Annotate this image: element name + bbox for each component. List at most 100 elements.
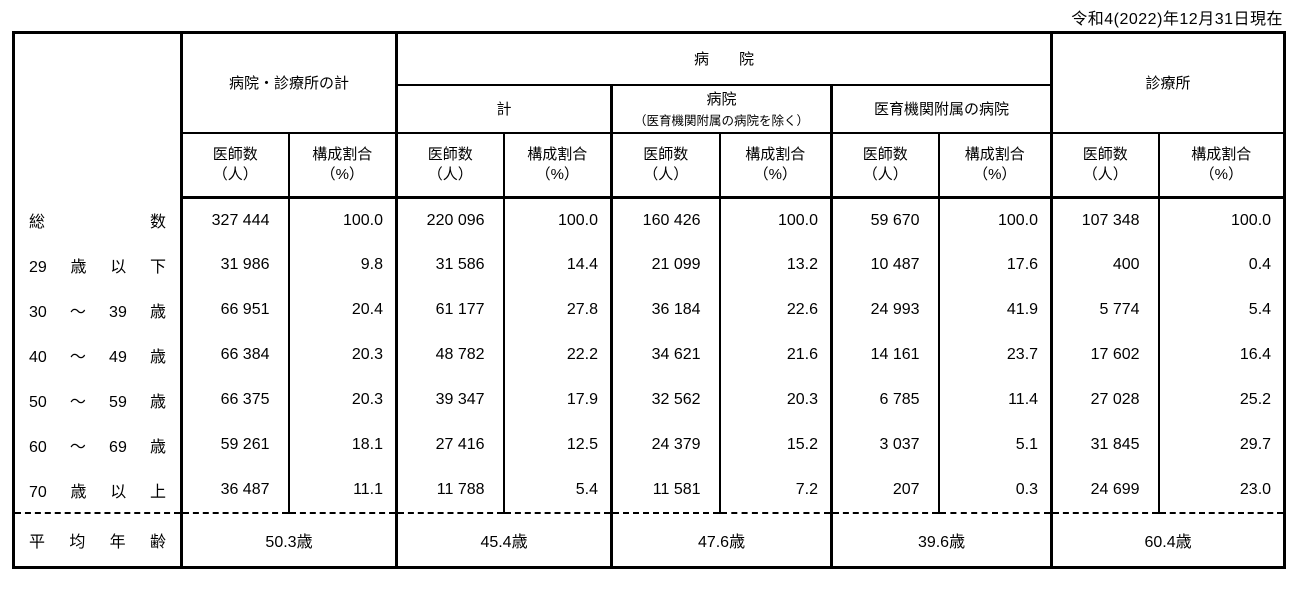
measure-header-count-line1: 医師数 <box>643 145 689 163</box>
table-row: 30～39歳 66 951 20.4 61 177 27.8 36 184 22… <box>14 287 1285 333</box>
count-cell: 27 028 <box>1050 377 1159 423</box>
count-cell: 11 788 <box>395 467 504 513</box>
measure-header-count: 医師数 （人） <box>830 132 939 199</box>
avg-row-label: 平均年齢 <box>13 511 182 568</box>
table-row: 40～49歳 66 384 20.3 48 782 22.2 34 621 21… <box>14 332 1285 378</box>
count-cell: 59 670 <box>830 197 939 243</box>
count-cell: 3 037 <box>830 422 939 468</box>
count-cell: 107 348 <box>1050 197 1159 243</box>
count-cell: 21 099 <box>610 242 720 288</box>
count-cell: 66 375 <box>180 377 289 423</box>
measure-header-count-line1: 医師数 <box>427 145 473 163</box>
measure-header-count: 医師数 （人） <box>180 132 289 199</box>
count-cell: 36 184 <box>610 287 720 333</box>
count-cell: 24 379 <box>610 422 720 468</box>
count-cell: 220 096 <box>395 197 504 243</box>
measure-header-share-line2: （%） <box>535 165 579 183</box>
share-cell: 100.0 <box>937 197 1052 243</box>
measure-header-count: 医師数 （人） <box>1050 132 1159 199</box>
share-cell: 7.2 <box>718 467 832 513</box>
count-cell: 31 586 <box>395 242 504 288</box>
measure-header-share-line1: 構成割合 <box>527 145 588 163</box>
share-cell: 20.3 <box>287 377 397 423</box>
share-cell: 17.9 <box>502 377 612 423</box>
measure-header-share-line2: （%） <box>1199 165 1243 183</box>
share-cell: 29.7 <box>1157 422 1285 468</box>
header-row-hospital-subgroups: 計 病院 （医育機関附属の病院を除く） 医育機関附属の病院 <box>14 84 1285 134</box>
share-cell: 11.1 <box>287 467 397 513</box>
measure-header-share: 構成割合 （%） <box>937 132 1052 199</box>
measure-header-share-line2: （%） <box>973 165 1017 183</box>
share-cell: 20.3 <box>287 332 397 378</box>
share-cell: 5.1 <box>937 422 1052 468</box>
share-cell: 21.6 <box>718 332 832 378</box>
share-cell: 5.4 <box>502 467 612 513</box>
measure-header-share: 構成割合 （%） <box>502 132 612 199</box>
average-age-row: 平均年齢 50.3歳 45.4歳 47.6歳 39.6歳 60.4歳 <box>13 511 1285 568</box>
measure-header-share-line1: 構成割合 <box>745 145 806 163</box>
subgroup-header-hospital-excl-univ-line1: 病院 <box>706 91 737 108</box>
share-cell: 14.4 <box>502 242 612 288</box>
row-label: 60～69歳 <box>29 439 166 456</box>
share-cell: 100.0 <box>502 197 612 243</box>
table-row: 総数 327 444 100.0 220 096 100.0 160 426 1… <box>14 197 1285 243</box>
avg-value-cell: 47.6歳 <box>610 511 832 568</box>
measure-header-share: 構成割合 （%） <box>718 132 832 199</box>
avg-value-cell: 39.6歳 <box>830 511 1052 568</box>
measure-header-count-line2: （人） <box>427 165 473 183</box>
header-row-groups: 病院・診療所の計 病院 診療所 <box>14 32 1285 134</box>
count-cell: 5 774 <box>1050 287 1159 333</box>
measure-header-count-line1: 医師数 <box>1082 145 1128 163</box>
corner-cell <box>14 33 182 198</box>
avg-value-cell: 50.3歳 <box>179 511 397 568</box>
subgroup-header-university-hospital: 医育機関附属の病院 <box>830 84 1052 134</box>
count-cell: 61 177 <box>395 287 504 333</box>
share-cell: 20.4 <box>287 287 397 333</box>
count-cell: 24 993 <box>830 287 939 333</box>
row-label: 30～39歳 <box>29 304 166 321</box>
table-row: 50～59歳 66 375 20.3 39 347 17.9 32 562 20… <box>14 377 1285 423</box>
share-cell: 100.0 <box>1157 197 1285 243</box>
share-cell: 100.0 <box>287 197 397 243</box>
share-cell: 11.4 <box>937 377 1052 423</box>
count-cell: 6 785 <box>830 377 939 423</box>
group-header-hospital: 病院 <box>395 32 1052 86</box>
subgroup-header-hospital-excl-univ: 病院 （医育機関附属の病院を除く） <box>610 84 832 134</box>
measure-header-share-line2: （%） <box>753 165 797 183</box>
row-label: 50～59歳 <box>29 394 166 411</box>
count-cell: 11 581 <box>610 467 720 513</box>
row-label: 総数 <box>29 214 166 231</box>
count-cell: 17 602 <box>1050 332 1159 378</box>
count-cell: 160 426 <box>610 197 720 243</box>
physicians-by-age-table: 病院・診療所の計 病院 診療所 計 病院 （医育機関附属の病院を除く） 医育機関… <box>12 31 1287 569</box>
measure-header-count: 医師数 （人） <box>610 132 720 199</box>
count-cell: 36 487 <box>180 467 289 513</box>
count-cell: 207 <box>830 467 939 513</box>
share-cell: 13.2 <box>718 242 832 288</box>
count-cell: 34 621 <box>610 332 720 378</box>
count-cell: 59 261 <box>180 422 289 468</box>
share-cell: 5.4 <box>1157 287 1285 333</box>
measure-header-count: 医師数 （人） <box>395 132 504 199</box>
measure-header-count-line2: （人） <box>212 165 258 183</box>
share-cell: 9.8 <box>287 242 397 288</box>
count-cell: 27 416 <box>395 422 504 468</box>
share-cell: 23.0 <box>1157 467 1285 513</box>
count-cell: 66 384 <box>180 332 289 378</box>
share-cell: 18.1 <box>287 422 397 468</box>
subgroup-header-hospital-excl-univ-line2: （医育機関附属の病院を除く） <box>634 114 810 128</box>
table-row: 29歳以下 31 986 9.8 31 586 14.4 21 099 13.2… <box>14 242 1285 288</box>
count-cell: 14 161 <box>830 332 939 378</box>
count-cell: 66 951 <box>180 287 289 333</box>
table-row: 70歳以上 36 487 11.1 11 788 5.4 11 581 7.2 … <box>14 467 1285 513</box>
count-cell: 31 986 <box>180 242 289 288</box>
measure-header-share: 構成割合 （%） <box>1157 132 1285 199</box>
measure-header-share-line1: 構成割合 <box>964 145 1025 163</box>
share-cell: 15.2 <box>718 422 832 468</box>
row-label: 40～49歳 <box>29 349 166 366</box>
row-label: 29歳以下 <box>29 259 166 276</box>
count-cell: 31 845 <box>1050 422 1159 468</box>
measure-header-count-line2: （人） <box>862 165 908 183</box>
share-cell: 23.7 <box>937 332 1052 378</box>
date-note: 令和4(2022)年12月31日現在 <box>1071 11 1283 28</box>
